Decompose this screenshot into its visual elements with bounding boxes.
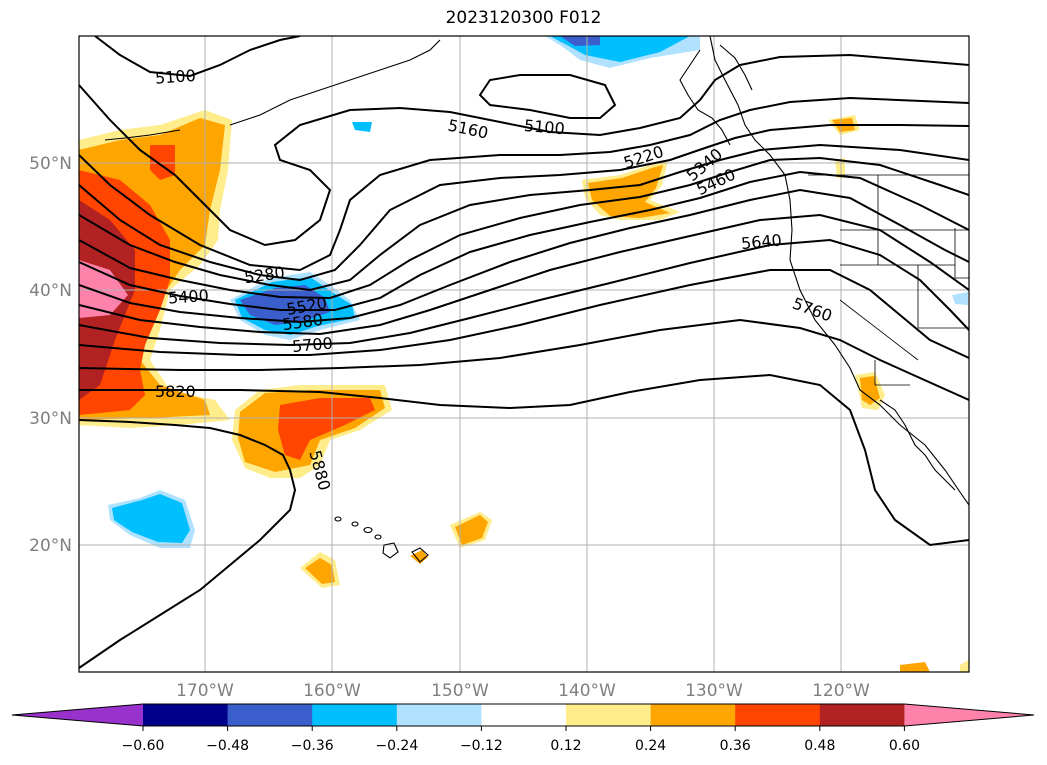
map-area: 5100 5160 5100 5220 5340 5460 5280 5400 … [79, 36, 969, 672]
contour-label: 5820 [155, 382, 196, 401]
contour-label: 5400 [167, 286, 209, 308]
colorbar-tick-label: 0.12 [550, 738, 581, 754]
longitude-label: 150°W [431, 681, 489, 701]
contour-label: 5100 [154, 66, 196, 88]
longitude-label: 160°W [303, 681, 361, 701]
latitude-label: 20°N [29, 536, 72, 556]
colorbar-tick-label: 0.48 [804, 738, 835, 754]
colorbar-tick-label: 0.36 [720, 738, 751, 754]
colorbar-segment [566, 704, 652, 726]
colorbar-segment [143, 704, 229, 726]
colorbar: −0.60 −0.48 −0.36 −0.24 −0.12 0.12 0.24 0.36 0.4… [11, 703, 1035, 754]
longitude-label: 140°W [558, 681, 616, 701]
latitude-label: 40°N [29, 281, 72, 301]
coastlines [104, 36, 969, 506]
colorbar-tick-label: −0.48 [206, 738, 249, 754]
colorbar-tick-label: −0.60 [122, 738, 165, 754]
colorbar-tick-label: −0.36 [291, 738, 334, 754]
latitude-label: 30°N [29, 409, 72, 429]
latitude-label: 50°N [29, 154, 72, 174]
height-contours [79, 36, 969, 669]
latitude-labels: 50°N 40°N 30°N 20°N [29, 154, 72, 556]
colorbar-tick-label: −0.24 [375, 738, 418, 754]
longitude-label: 130°W [685, 681, 743, 701]
contour-label: 5760 [790, 294, 835, 326]
colorbar-segment [396, 704, 482, 726]
hawaii-islands [334, 516, 429, 563]
colorbar-segment [227, 704, 313, 726]
longitude-label: 120°W [812, 681, 870, 701]
map-frame [78, 35, 970, 673]
colorbar-segment [650, 704, 736, 726]
colorbar-segment [735, 704, 821, 726]
colorbar-tick-label: 0.24 [635, 738, 666, 754]
colorbar-segment [312, 704, 398, 726]
longitude-label: 170°W [176, 681, 234, 701]
colorbar-tick-label: −0.12 [460, 738, 503, 754]
longitude-labels: 170°W 160°W 150°W 140°W 130°W 120°W [176, 681, 870, 701]
colorbar-tick-label: 0.60 [889, 738, 920, 754]
colorbar-segment [819, 704, 905, 726]
contour-label: 5700 [291, 334, 333, 356]
map-title: 2023120300 F012 [445, 8, 602, 28]
colorbar-segment [481, 704, 567, 726]
contour-label: 5100 [523, 116, 565, 138]
contour-label: 5640 [740, 231, 782, 253]
colorbar-extend-high [904, 704, 1034, 726]
colorbar-extend-low [12, 704, 143, 726]
